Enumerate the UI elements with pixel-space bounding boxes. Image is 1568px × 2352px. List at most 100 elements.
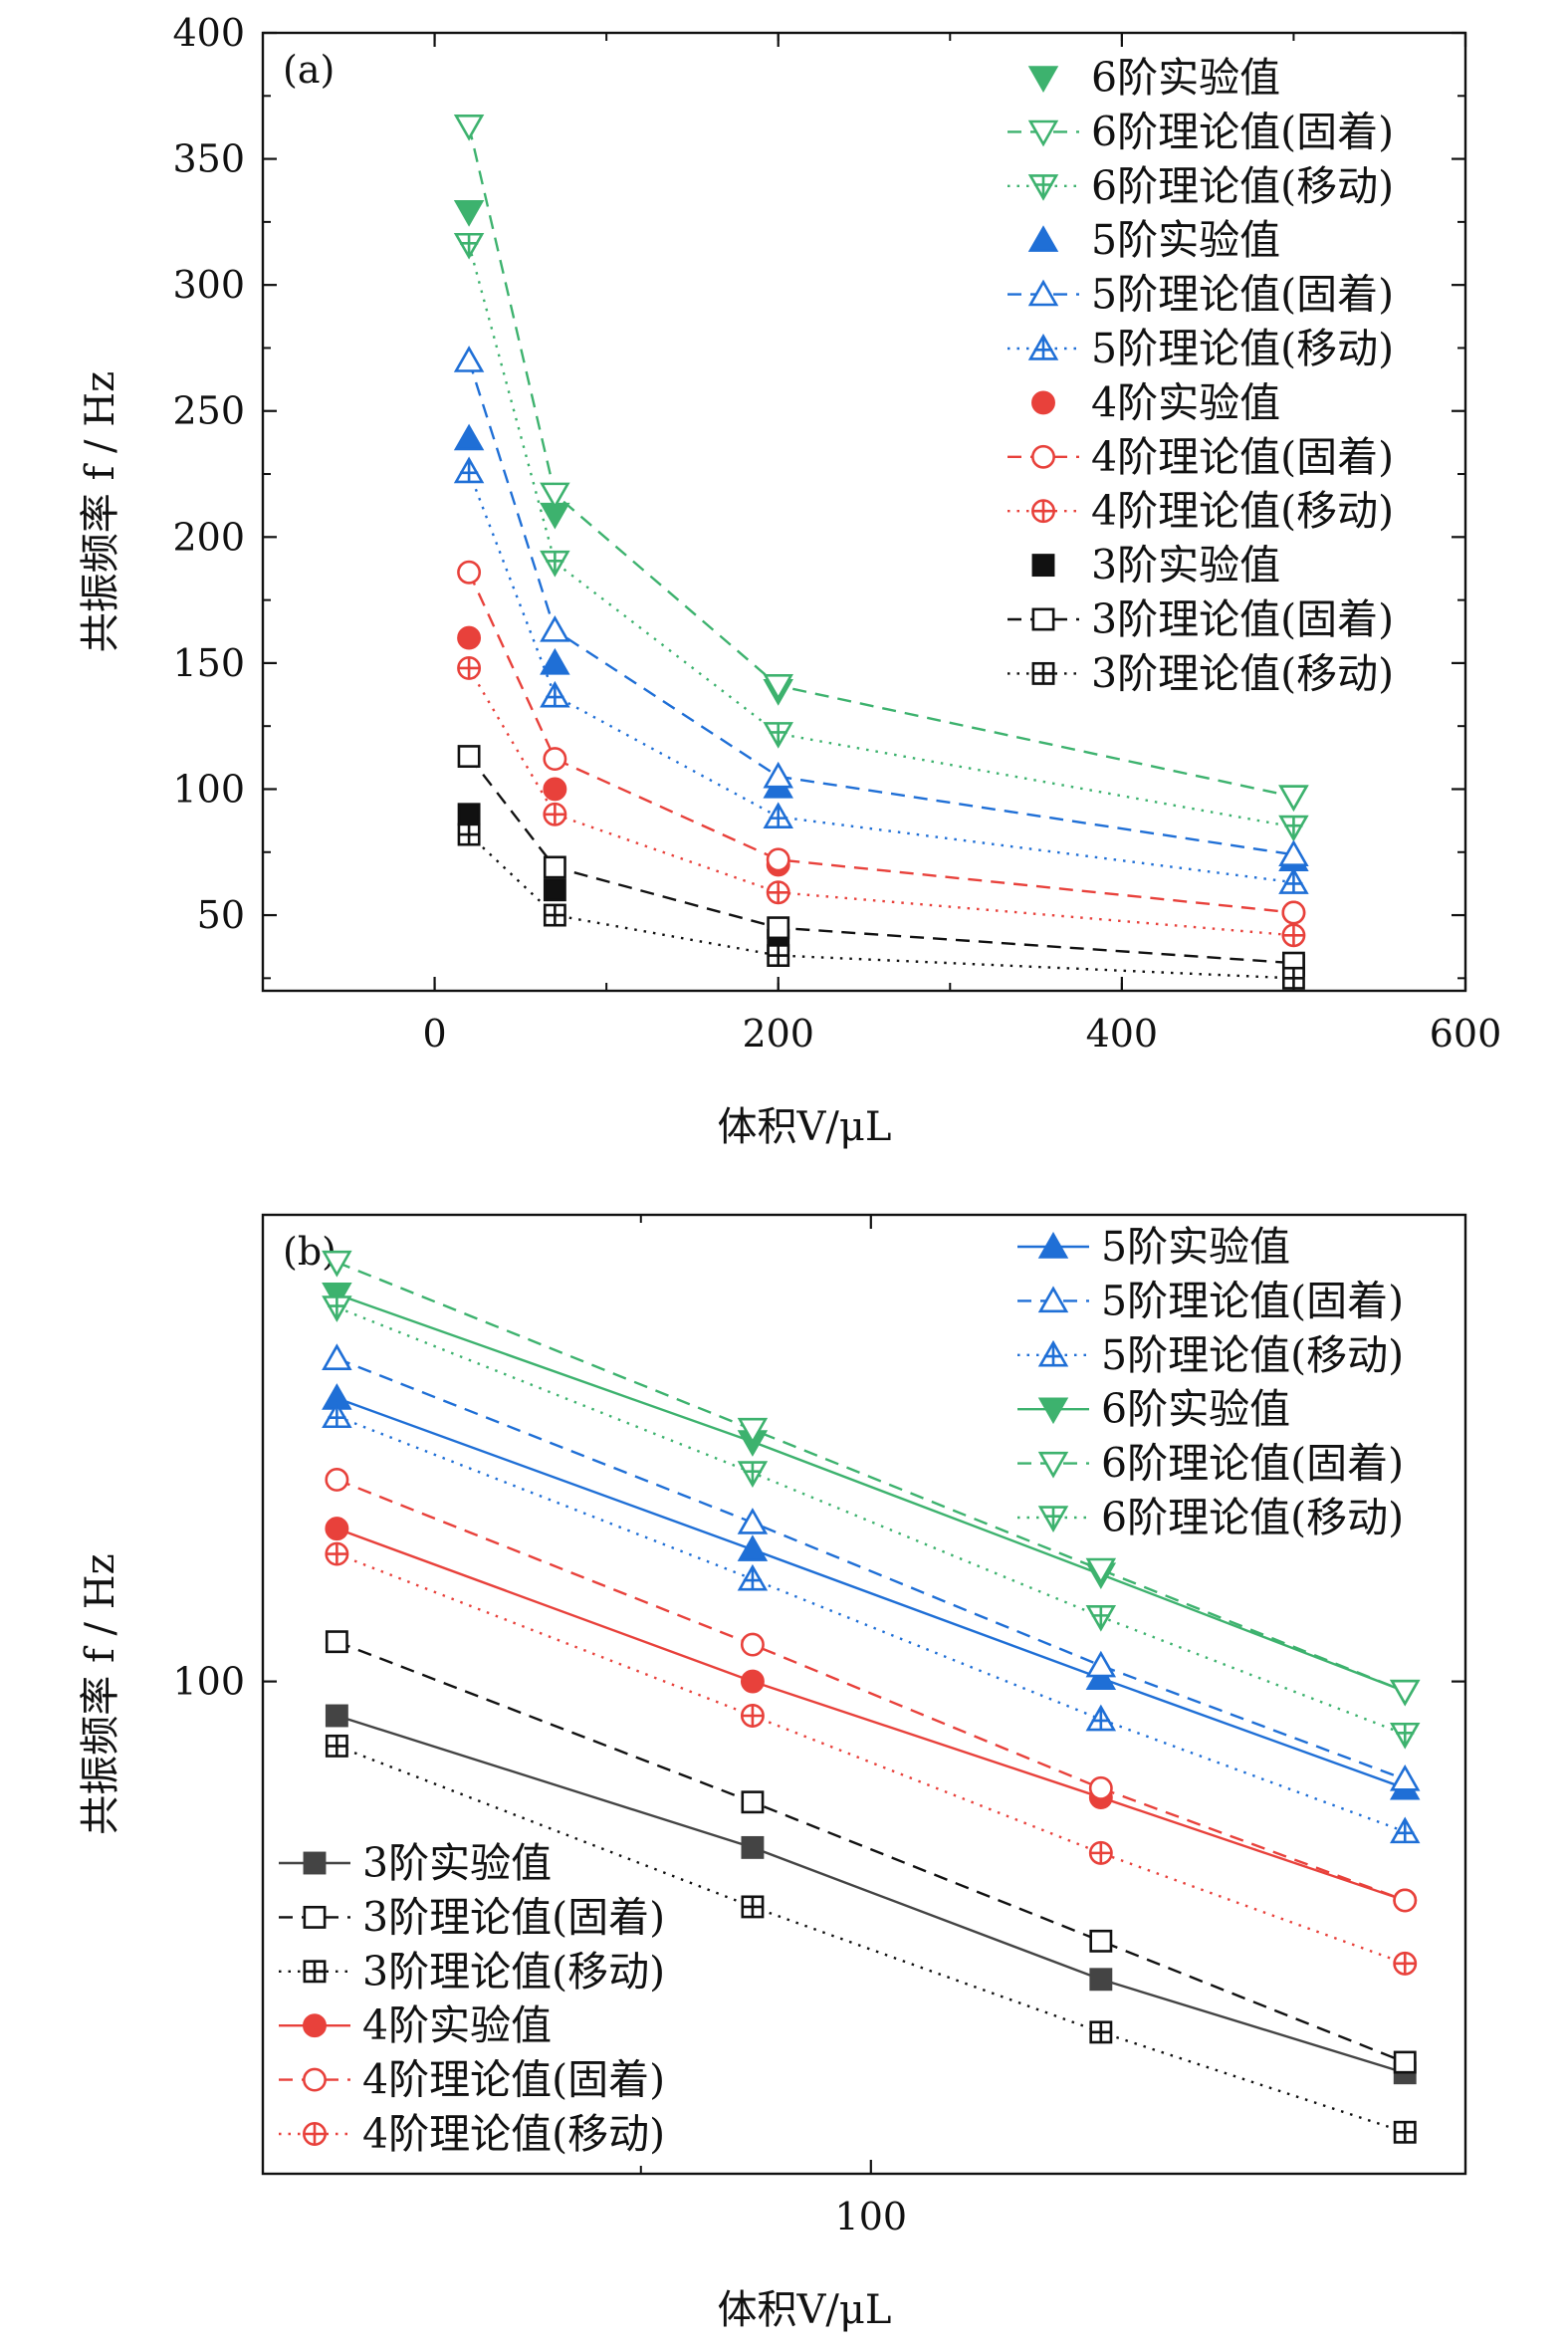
panel-a-plot-frame (261, 31, 1467, 993)
panel-b-point-s9-0 (325, 1704, 348, 1728)
panel-a-point-s10-2 (767, 916, 790, 940)
panel-b-legend-1: 3阶实验值 3阶理论值(固着) 3阶理论值(移动) 4阶实验值 4阶理论值(固着) 4阶理… (279, 1839, 665, 2158)
panel-a-ytick-label-4: 250 (172, 389, 245, 433)
panel-b-series-line-11 (336, 1745, 1406, 2134)
panel-b-series-line-0 (336, 1293, 1406, 1693)
panel-b-series-4阶理论值-移动 (325, 1541, 1418, 1976)
panel-a-legend-marker-0 (1027, 66, 1059, 93)
panel-a-point-s3-0 (453, 423, 485, 451)
panel-b-legend-label-10: 3阶理论值(固着) (362, 1893, 665, 1941)
panel-a-series-5阶理论值-移动 (453, 456, 1309, 894)
panel-a-point-s9-0 (457, 803, 481, 826)
panel-a-series-3阶理论值-移动 (457, 823, 1305, 990)
panel-a-point-s7-3 (1281, 900, 1306, 925)
panel-b-point-s3-1 (737, 1534, 769, 1561)
panel-b-point-s10-3 (1393, 2050, 1417, 2074)
panel-b-point-s4-3 (1389, 1764, 1421, 1791)
panel-a-legend-label-5: 5阶理论值(移动) (1091, 325, 1394, 372)
panel-b-legend-marker-3 (1037, 1232, 1069, 1259)
panel-a-series-5阶理论值-固着 (453, 346, 1309, 866)
panel-a-legend-label-6: 4阶实验值 (1091, 378, 1280, 426)
panel-b-legend-marker-1 (1037, 1451, 1069, 1479)
panel-a-point-s1-1 (540, 482, 570, 510)
panel-b-point-s1-1 (737, 1417, 769, 1445)
panel-a-point-s3-1 (540, 647, 570, 675)
panel-b-series-line-6 (336, 1527, 1406, 1902)
panel-b-point-s3-2 (1085, 1663, 1117, 1691)
panel-b-x-axis-label: 体积V/μL (718, 2287, 892, 2333)
panel-a-point-s10-1 (543, 855, 566, 879)
panel-a-series-line-7 (467, 572, 1294, 914)
panel-b-xtick-label-0: 100 (835, 2195, 908, 2238)
panel-a-point-s4-3 (1278, 839, 1309, 866)
panel-b-series-line-5 (336, 1415, 1406, 1833)
panel-a-ytick-label-6: 350 (172, 137, 245, 181)
panel-a-legend-label-1: 6阶理论值(固着) (1091, 108, 1394, 155)
panel-a-xtick-label-2: 400 (1086, 1012, 1159, 1056)
panel-a-point-s1-3 (1278, 785, 1309, 813)
panel-a-legend-marker-7 (1031, 444, 1055, 469)
panel-b-series-line-3 (336, 1396, 1406, 1789)
panel-a-legend-marker-6 (1031, 390, 1055, 415)
panel-b-legend-label-4: 5阶理论值(固着) (1101, 1277, 1404, 1324)
panel-a-legend-marker-1 (1027, 119, 1059, 147)
panel-b-plot-frame (261, 1213, 1467, 2176)
panel-a-legend-label-3: 5阶实验值 (1091, 216, 1280, 264)
panel-a-panel-label: (a) (283, 48, 335, 92)
panel-a-legend-label-9: 3阶实验值 (1091, 542, 1280, 589)
panel-a-ytick-label-7: 400 (172, 11, 245, 55)
panel-b-y-axis-label: 共振频率 f / Hz (78, 1553, 123, 1834)
panel-a-ytick-label-5: 300 (172, 263, 245, 307)
panel-b-legend-label-1: 6阶理论值(固着) (1101, 1440, 1404, 1488)
panel-a-point-s6-0 (457, 625, 482, 650)
panel-a-legend-label-10: 3阶理论值(固着) (1091, 595, 1394, 643)
panel-b-series-5阶理论值-固着 (322, 1343, 1421, 1791)
panel-a-series-line-4 (467, 359, 1294, 856)
panel-b-ytick-label-0: 100 (172, 1660, 245, 1704)
panel-b-series-line-1 (336, 1261, 1406, 1693)
panel-b-legend-label-3: 5阶实验值 (1101, 1223, 1290, 1271)
panel-a-series-line-11 (468, 833, 1294, 980)
panel-b-legend-marker-9 (303, 1851, 327, 1875)
panel-a-point-s6-1 (543, 777, 567, 802)
panel-b-legend-label-9: 3阶实验值 (362, 1839, 552, 1887)
panel-a-ytick-label-0: 50 (197, 893, 245, 937)
panel-b-point-s1-2 (1085, 1557, 1117, 1585)
panel-b-series-line-4 (336, 1357, 1406, 1781)
panel-b-series-6阶理论值-固着 (322, 1250, 1421, 1707)
panel-b-point-s7-1 (740, 1632, 765, 1657)
panel-a-point-s0-0 (453, 200, 485, 227)
panel-b-point-s4-1 (737, 1508, 769, 1534)
panel-b-legend-marker-7 (303, 2067, 327, 2092)
panel-a-ytick-label-1: 100 (172, 767, 245, 811)
panel-a-point-s1-2 (763, 673, 793, 701)
panel-b-point-s10-2 (1089, 1929, 1113, 1953)
panel-a-xtick-label-3: 600 (1430, 1012, 1502, 1056)
panel-b-series-line-9 (336, 1714, 1406, 2074)
panel-a-legend-marker-4 (1027, 279, 1059, 307)
panel-b-point-s9-1 (741, 1835, 765, 1859)
panel-a-legend-0: 6阶实验值 6阶理论值(固着) 6阶理论值(移动) 5阶实验值 5阶理论值(固着) 5阶理… (1008, 54, 1394, 697)
panel-b-legend-label-2: 6阶理论值(移动) (1101, 1494, 1404, 1541)
panel-a-series-6阶理论值-移动 (453, 232, 1309, 842)
panel-b-point-s7-2 (1088, 1775, 1113, 1800)
panel-a-x-axis-label: 体积V/μL (718, 1104, 892, 1150)
panel-a-point-s7-2 (766, 847, 790, 872)
panel-a-legend-label-8: 4阶理论值(移动) (1091, 487, 1394, 535)
panel-a-legend-label-11: 3阶理论值(移动) (1091, 649, 1394, 697)
panel-b-legend-marker-6 (303, 2013, 327, 2038)
panel-b-legend-label-11: 3阶理论值(移动) (362, 1948, 665, 1996)
panel-b-point-s6-1 (740, 1669, 765, 1694)
panel-b-point-s9-2 (1089, 1968, 1113, 1992)
panel-b-point-s6-0 (325, 1517, 349, 1541)
panel-b-legend-marker-0 (1037, 1397, 1069, 1425)
panel-b-legend-0: 5阶实验值 5阶理论值(固着) 5阶理论值(移动) 6阶实验值 6阶理论值(固着) 6阶理… (1017, 1223, 1404, 1541)
panel-a-ytick-label-3: 200 (172, 515, 245, 559)
panel-b-legend-label-5: 5阶理论值(移动) (1101, 1331, 1404, 1379)
panel-b-point-s0-0 (322, 1283, 352, 1309)
panel-b-series-5阶理论值-移动 (322, 1401, 1421, 1844)
panel-a-series-4阶理论值-固着 (457, 560, 1306, 925)
panel-a-legend-marker-3 (1027, 225, 1059, 252)
panel-b-legend-label-7: 4阶理论值(固着) (362, 2056, 665, 2104)
